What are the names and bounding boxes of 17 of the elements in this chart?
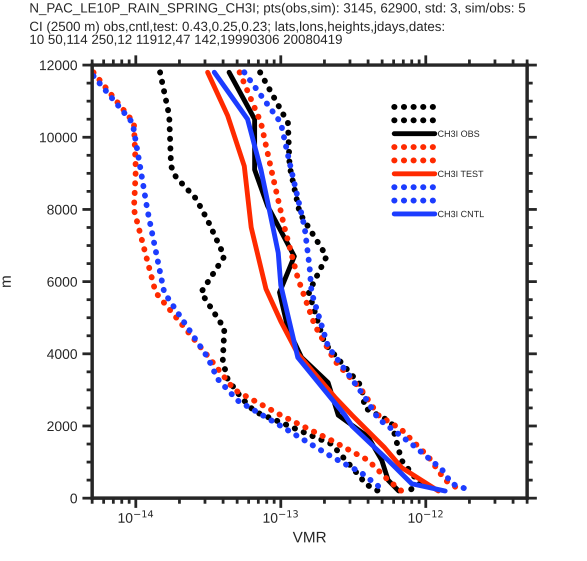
legend-label: CH3I CNTL: [438, 210, 484, 218]
y-axis-title: m: [2, 276, 11, 287]
chart-title: N_PAC_LE10P_RAIN_SPRING_CH3I; pts(obs,sim): 3145, 62900, std: 3, sim/obs: 5: [30, 2, 526, 16]
y-tick-label: 8000: [47, 204, 78, 215]
y-tick-label: 12000: [40, 60, 78, 70]
x-tick-label: 10$^{−12}$: [408, 510, 443, 523]
y-tick-label: 10000: [40, 132, 78, 142]
y-tick-label: 2000: [47, 421, 78, 432]
legend-label: CH3I TEST: [438, 170, 484, 178]
x-tick-label: 10$^{−13}$: [264, 510, 298, 523]
y-tick-label: 0: [70, 494, 78, 504]
y-tick-label: 4000: [47, 349, 78, 359]
x-tick-label: 10$^{−14}$: [118, 510, 154, 523]
y-tick-label: 6000: [47, 276, 78, 287]
chart-subtitle: CI (2500 m) obs,cntl,test: 0.43,0.25,0.23; lats,lons,heights,jdays,dates: 10 50,114 250,12 11912,47 142,19990306 20080419: [30, 21, 444, 46]
legend-label: CH3I OBS: [438, 130, 480, 137]
x-axis-title: VMR: [292, 532, 326, 542]
